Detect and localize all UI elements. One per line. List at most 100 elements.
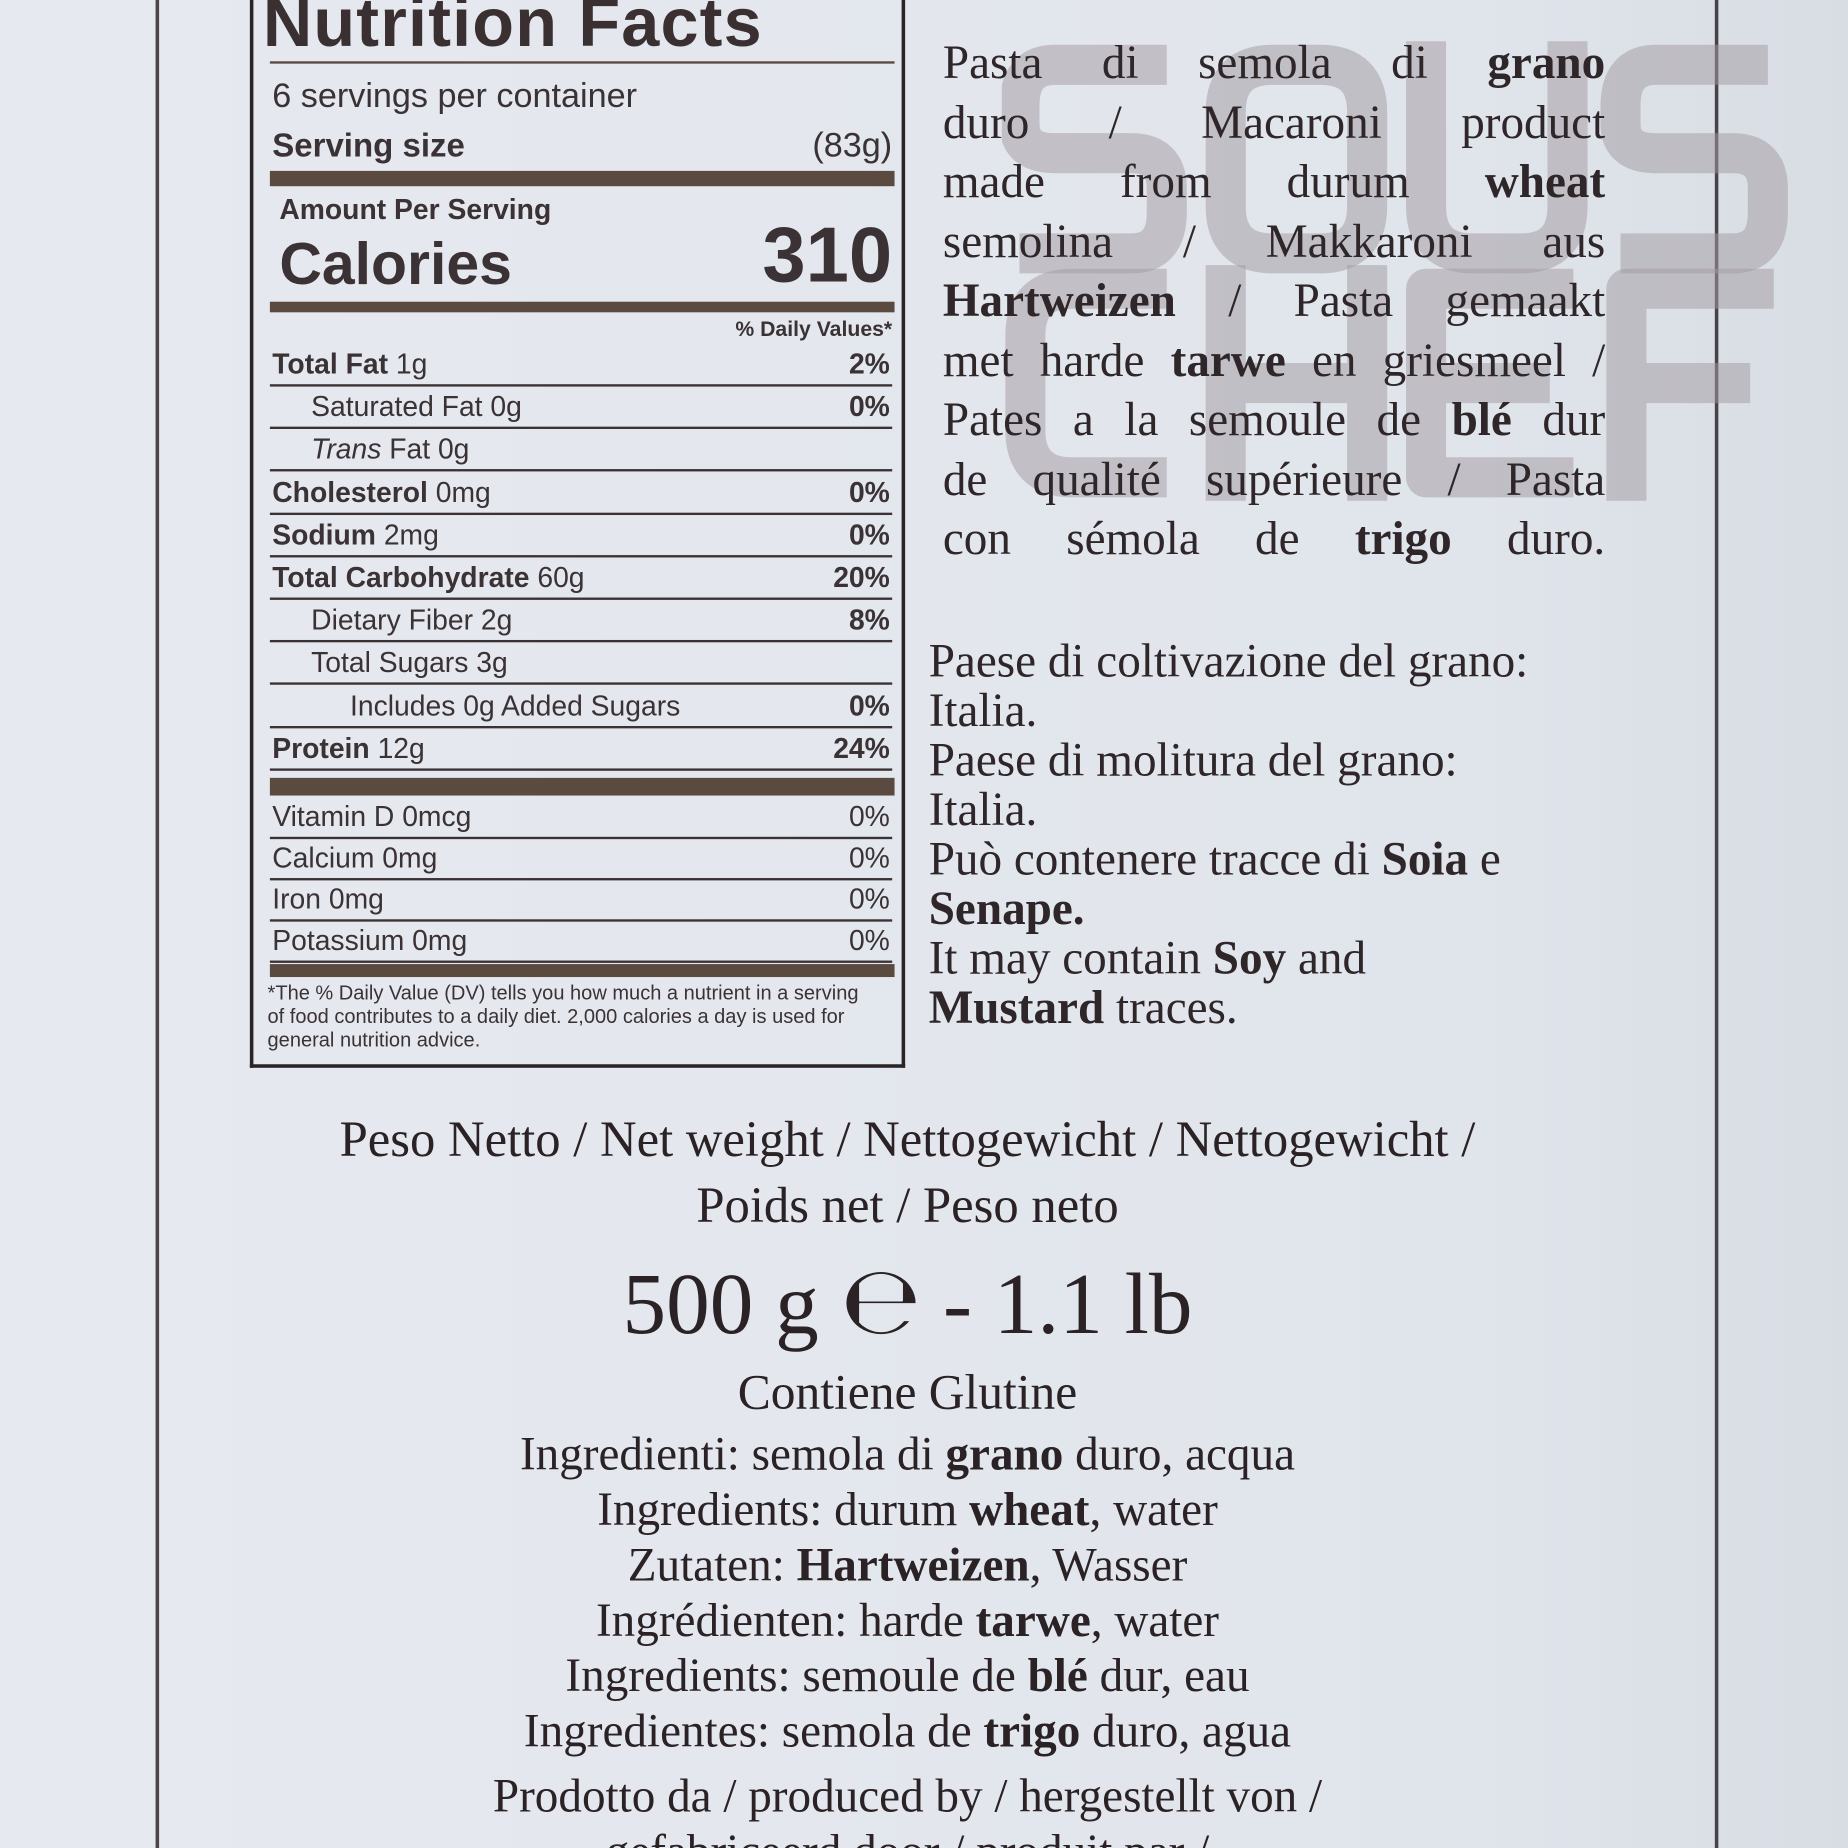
calories-label: Calories — [279, 230, 512, 297]
micronutrient-row: Vitamin D 0mcg 0% — [269, 797, 893, 840]
bold-allergen-word: Hartweizen — [796, 1538, 1030, 1592]
nutrient-label: Protein 12g — [272, 733, 425, 766]
nutrient-amount: Fat 0g — [389, 434, 470, 466]
net-weight-label: Peso Netto / Net weight / Nettogewicht /… — [236, 1108, 1580, 1240]
nutrient-label: Saturated Fat 0g — [311, 392, 522, 425]
nutrient-amount: 0g — [490, 391, 522, 424]
nutrient-daily-value: 8% — [848, 604, 890, 637]
micronutrient-row: Iron 0mg 0% — [269, 879, 893, 922]
text-segment: de qualité supérieure / Pasta — [942, 451, 1606, 506]
micronutrient-daily-value: 0% — [848, 925, 890, 957]
watermark-logo — [1001, 41, 1788, 501]
nutrient-label: Trans Fat 0g — [311, 434, 469, 467]
serving-size-value: (83g) — [812, 127, 893, 165]
nutrient-name: Includes 0g Added Sugars — [350, 690, 681, 722]
text-line: de qualité supérieure / Pasta — [943, 450, 1605, 510]
text-line: Hartweizen / Pasta gemaakt — [943, 271, 1605, 331]
nutrient-row: Total Fat 1g 2% — [269, 344, 893, 387]
nutrient-daily-value: 0% — [848, 690, 890, 722]
text-line: It may contain Soy and — [929, 933, 1613, 982]
text-segment: Paese di molitura del grano: — [928, 733, 1458, 787]
nutrient-label: Dietary Fiber 2g — [311, 605, 512, 638]
medium-divider — [269, 964, 895, 978]
net-weight-imperial: - 1.1 lb — [942, 1256, 1193, 1353]
producer-line: gefabriceerd door / produit par / — [236, 1823, 1580, 1848]
text-line: Paese di molitura del grano: — [929, 735, 1613, 784]
producer-line: Prodotto da / produced by / hergestellt … — [492, 1769, 1323, 1823]
gluten-notice: Contiene Glutine — [737, 1365, 1078, 1421]
text-segment: semolina / Makkaroni aus — [942, 213, 1606, 267]
nutrient-name: Dietary Fiber — [311, 604, 474, 637]
text-segment: It may contain — [928, 931, 1213, 985]
text-line: made from durum wheat — [943, 152, 1605, 212]
nutrient-label: Sodium 2mg — [272, 520, 439, 553]
text-segment: / Pasta gemaakt — [1175, 273, 1606, 327]
text-segment: , water — [1090, 1593, 1220, 1647]
nutrient-daily-value: 2% — [848, 348, 890, 381]
nutrient-row: Protein 12g 24% — [269, 728, 893, 771]
micronutrient-label: Iron 0mg — [272, 883, 384, 916]
nutrient-amount: 1g — [395, 348, 428, 381]
nutrient-row: Cholesterol 0mg 0% — [269, 472, 893, 515]
nutrient-amount: 0mg — [435, 476, 491, 509]
text-segment: duro / Macaroni product — [942, 94, 1606, 148]
nutrient-amount: 3g — [476, 647, 508, 680]
bold-allergen-word: trigo — [983, 1704, 1081, 1758]
text-segment: dur, eau — [1087, 1648, 1250, 1702]
text-segment: , water — [1089, 1482, 1218, 1536]
net-weight-amount: 500 g — [622, 1256, 819, 1353]
text-segment: Pates a la semoule de — [942, 392, 1452, 446]
text-line: Pates a la semoule de blé dur — [943, 390, 1605, 450]
nutrient-amount: 60g — [537, 562, 585, 594]
net-weight-line-2: Poids net / Peso neto — [696, 1178, 1119, 1234]
text-segment: duro. — [1451, 511, 1606, 565]
text-line: Ingrédienten: harde tarwe, water — [236, 1592, 1580, 1647]
micronutrient-label: Potassium 0mg — [272, 925, 468, 957]
text-segment: Ingredienti: semola di — [519, 1427, 946, 1481]
micronutrient-daily-value: 0% — [848, 801, 890, 834]
nutrient-name: Sodium — [272, 519, 376, 552]
bold-allergen-word: Soia — [1381, 832, 1469, 886]
text-segment: Ingredients: semoule de — [565, 1648, 1028, 1702]
text-segment: Ingrédienten: harde — [595, 1593, 976, 1647]
bold-allergen-word: Hartweizen — [942, 273, 1176, 327]
daily-value-footnote: *The % Daily Value (DV) tells you how mu… — [267, 981, 859, 1052]
micronutrient-label: Calcium 0mg — [272, 842, 438, 875]
text-line: con sémola de trigo duro. — [943, 509, 1605, 569]
nutrient-label: Total Fat 1g — [272, 349, 427, 382]
nutrient-row: Sodium 2mg 0% — [269, 515, 893, 558]
text-segment: and — [1286, 931, 1367, 985]
bold-allergen-word: tarwe — [975, 1593, 1091, 1647]
bold-allergen-word: Mustard — [928, 980, 1105, 1034]
text-segment: Italia. — [928, 683, 1038, 737]
text-line: semolina / Makkaroni aus — [943, 212, 1605, 272]
bold-allergen-word: grano — [945, 1427, 1064, 1481]
micronutrient-daily-value: 0% — [848, 842, 890, 875]
nutrition-title: Nutrition Facts — [262, 0, 763, 62]
net-weight: 500 g ℮ - 1.1 lb — [236, 1252, 1580, 1358]
bold-allergen-word: Senape. — [928, 881, 1085, 935]
ingredients-list: Ingredienti: semola di grano duro, acqua… — [236, 1426, 1580, 1758]
nutrient-name: Protein — [272, 732, 370, 765]
nutrient-name: Total Carbohydrate — [272, 562, 530, 594]
micronutrient-label: Vitamin D 0mcg — [272, 801, 472, 834]
nutrient-amount: 12g — [377, 732, 425, 765]
product-description: Pasta di semola di grano duro / Macaroni … — [943, 33, 1605, 569]
nutrient-row: Saturated Fat 0g 0% — [269, 387, 893, 430]
text-line: Ingredients: durum wheat, water — [236, 1481, 1580, 1536]
nutrient-daily-value: 0% — [848, 391, 890, 424]
bold-allergen-word: wheat — [969, 1482, 1090, 1536]
package-edge-left — [155, 0, 160, 1848]
bold-allergen-word: Soy — [1212, 931, 1287, 985]
nutrient-row: Total Sugars 3g — [269, 643, 893, 686]
bold-allergen-word: grano — [1487, 35, 1606, 89]
net-weight-line-1: Peso Netto / Net weight / Nettogewicht /… — [339, 1112, 1476, 1168]
text-segment: Ingredientes: semola de — [523, 1704, 984, 1758]
medium-divider — [269, 301, 895, 313]
nutrient-row: Total Carbohydrate 60g 20% — [269, 557, 893, 600]
micronutrient-row: Calcium 0mg 0% — [269, 838, 893, 881]
text-line: Senape. — [928, 881, 1613, 935]
text-line: Zutaten: Hartweizen, Wasser — [236, 1537, 1580, 1592]
text-line: Italia. — [928, 683, 1613, 737]
